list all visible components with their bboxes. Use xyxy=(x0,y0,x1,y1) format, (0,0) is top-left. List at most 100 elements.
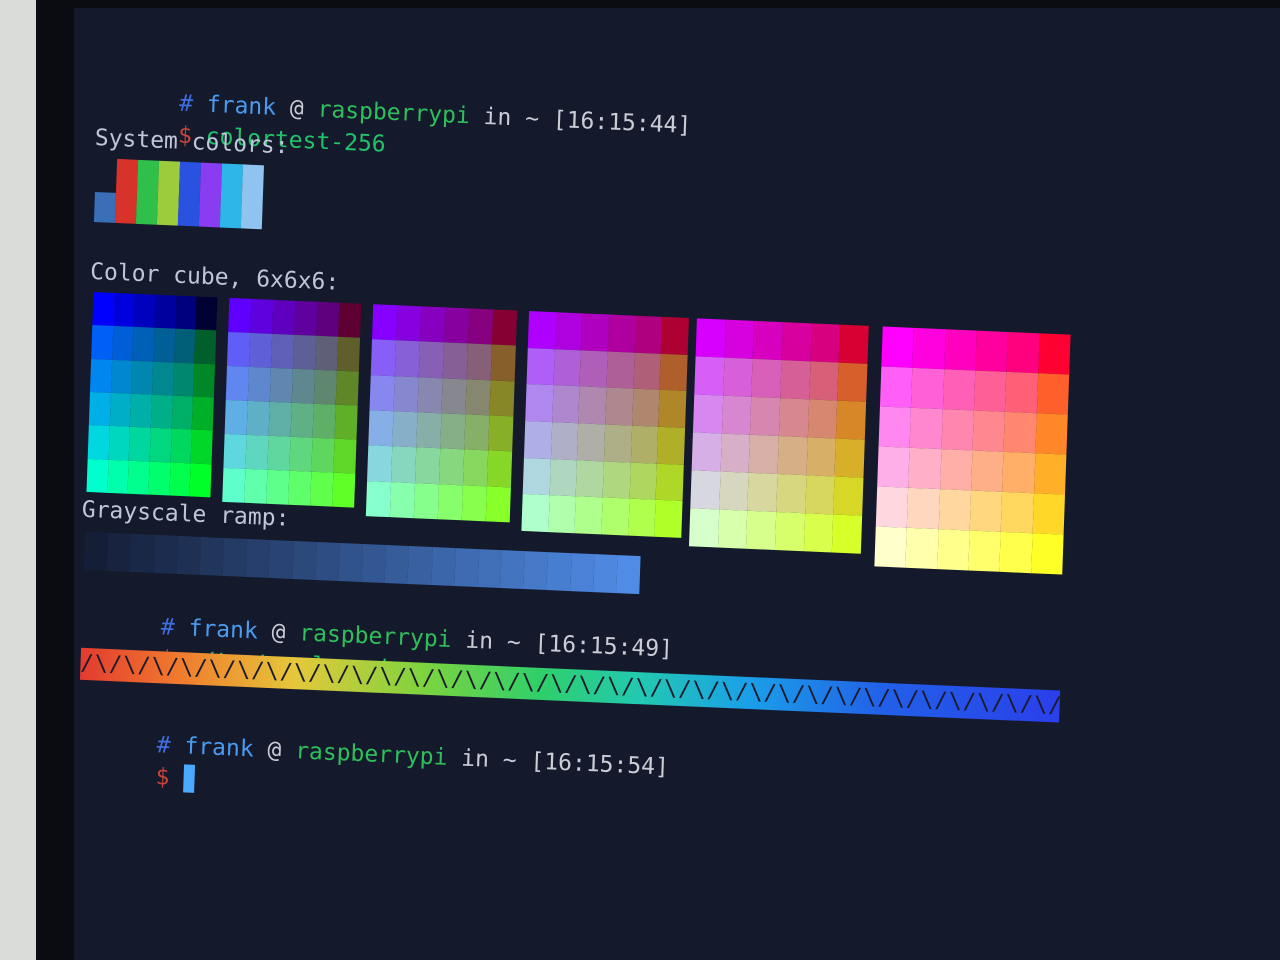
color-cube-cell xyxy=(605,387,634,426)
color-cube-cell xyxy=(972,410,1006,452)
color-cube-cell xyxy=(272,299,296,335)
color-cube-cell xyxy=(549,458,578,497)
color-cube-cell xyxy=(522,457,551,496)
color-cube-cell xyxy=(575,459,604,498)
color-cube-cell xyxy=(806,437,837,477)
color-cube-cell xyxy=(268,401,292,437)
color-cube-cell xyxy=(132,327,155,362)
color-cube-cell xyxy=(658,390,687,428)
color-cube-cell xyxy=(393,375,419,413)
color-cube-cell xyxy=(1035,413,1068,455)
text-cursor[interactable] xyxy=(182,764,195,793)
grayscale-step xyxy=(176,535,201,575)
color-cube-cell xyxy=(938,489,972,531)
prompt-time: [16:15:54] xyxy=(530,748,670,781)
color-cube-block xyxy=(86,292,218,498)
grayscale-step xyxy=(292,540,317,580)
color-cube-cell xyxy=(91,325,113,360)
prompt-in: in xyxy=(460,745,490,773)
color-cube-cell xyxy=(465,379,491,416)
color-cube-cell xyxy=(338,302,362,338)
grayscale-step xyxy=(83,531,109,571)
grayscale-step xyxy=(268,539,294,579)
color-cube-cell xyxy=(943,329,977,371)
color-cube-block xyxy=(688,318,869,554)
terminal-screen[interactable]: # frank @ raspberrypi in ~ [16:15:44] $ … xyxy=(74,8,1280,960)
color-cube-cell xyxy=(226,331,251,367)
grayscale-step xyxy=(431,547,456,587)
color-cube-cell xyxy=(391,446,417,483)
color-cube-cell xyxy=(440,413,466,450)
prompt-dir: ~ xyxy=(502,747,518,774)
color-cube-cell xyxy=(574,496,603,535)
grayscale-step xyxy=(130,533,155,573)
color-cube-cell xyxy=(747,472,778,513)
color-cube-cell xyxy=(108,426,131,461)
color-cube-cell xyxy=(1037,333,1071,375)
color-cube-cell xyxy=(365,480,392,518)
color-cube-cell xyxy=(752,320,783,361)
system-color-swatch xyxy=(240,164,265,230)
color-cube-cell xyxy=(289,436,313,472)
color-cube-cell xyxy=(548,495,576,534)
color-cube-cell xyxy=(491,309,518,346)
color-cube-cell xyxy=(607,314,636,353)
color-cube-cell xyxy=(694,356,725,396)
color-cube-cell xyxy=(228,297,252,333)
color-cube-cell xyxy=(579,350,608,388)
color-cube-cell xyxy=(1003,411,1037,454)
prompt-time: [16:15:44] xyxy=(552,106,692,139)
color-cube-cell xyxy=(464,414,490,451)
grayscale-step xyxy=(153,534,178,574)
color-cube-cell xyxy=(467,308,494,345)
color-cube-label: Color cube, 6x6x6: xyxy=(89,258,340,296)
color-cube-cell xyxy=(879,366,913,408)
color-cube-cell xyxy=(490,344,516,382)
color-cube-cell xyxy=(875,486,909,528)
input-line[interactable]: $ xyxy=(74,732,196,821)
color-cube-cell xyxy=(655,463,684,502)
color-cube-cell xyxy=(172,362,195,397)
color-cube-cell xyxy=(310,471,334,507)
color-cube-cell xyxy=(245,434,269,470)
color-cube-cell xyxy=(222,467,246,503)
color-cube-cell xyxy=(314,335,339,371)
color-cube-cell xyxy=(127,460,150,495)
color-cube-cell xyxy=(392,411,418,448)
color-cube-cell xyxy=(438,448,465,485)
color-cube-cell xyxy=(334,404,358,440)
color-cube-cell xyxy=(266,469,290,505)
color-cube-cell xyxy=(170,428,193,464)
color-cube-cell xyxy=(601,497,630,536)
grayscale-step xyxy=(106,532,132,572)
grayscale-step xyxy=(222,537,248,577)
color-cube-cell xyxy=(92,292,115,327)
color-cube-cell xyxy=(1032,493,1066,535)
color-cube-cell xyxy=(695,318,726,358)
color-cube-cell xyxy=(89,358,112,393)
color-cube-cell xyxy=(336,336,361,372)
prompt-in: in xyxy=(483,103,512,132)
color-cube-cell xyxy=(1000,491,1034,534)
color-cube-cell xyxy=(692,394,723,434)
color-cube-cell xyxy=(877,446,910,488)
color-cube-cell xyxy=(834,438,865,478)
grayscale-step xyxy=(315,541,340,581)
color-cube-cell xyxy=(443,307,470,344)
color-cube-cell xyxy=(461,484,487,522)
color-cube-cell xyxy=(527,311,556,349)
color-cube-cell xyxy=(485,486,511,523)
color-cube-cell xyxy=(395,305,422,342)
color-cube-cell xyxy=(912,327,946,370)
color-cube-cell xyxy=(975,330,1008,372)
system-color-swatch xyxy=(198,162,223,228)
system-color-swatch xyxy=(135,159,160,225)
color-cube-cell xyxy=(810,323,841,363)
grayscale-step xyxy=(593,554,618,594)
color-cube-cell xyxy=(224,399,248,435)
color-cube-cell xyxy=(247,366,271,402)
prompt-host: raspberrypi xyxy=(294,738,448,771)
terminal-content: # frank @ raspberrypi in ~ [16:15:44] $ … xyxy=(74,48,1097,811)
color-cube-cell xyxy=(151,361,174,396)
color-cube-cell xyxy=(550,422,579,460)
